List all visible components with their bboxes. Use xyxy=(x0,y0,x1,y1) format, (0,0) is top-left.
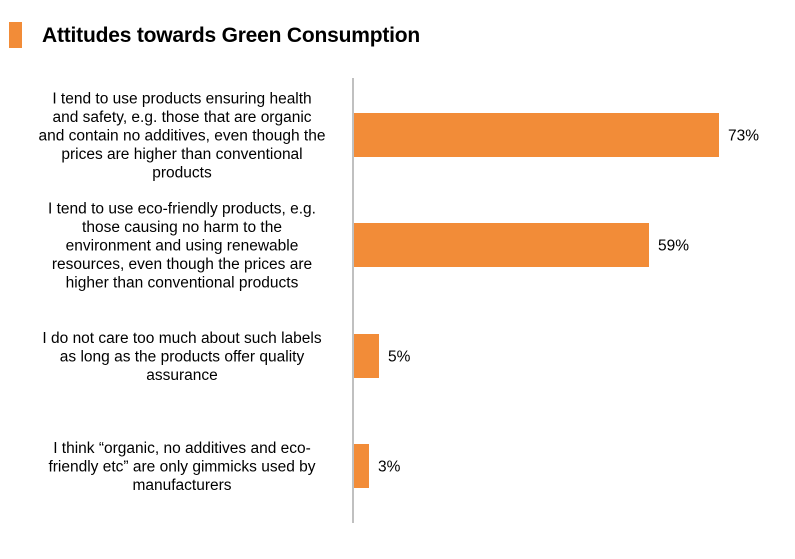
category-label-line: I tend to use eco-friendly products, e.g… xyxy=(48,201,316,218)
category-label-line: I tend to use products ensuring health xyxy=(52,91,311,108)
category-label-1: I tend to use eco-friendly products, e.g… xyxy=(48,201,316,292)
value-label-3: 3% xyxy=(378,459,401,476)
value-label-2: 5% xyxy=(388,349,411,366)
category-label-2: I do not care too much about such labels… xyxy=(42,330,321,384)
category-label-3: I think “organic, no additives and eco-f… xyxy=(48,440,315,494)
category-label-line: I do not care too much about such labels xyxy=(42,330,321,347)
category-label-line: prices are higher than conventional xyxy=(61,146,302,163)
title-marker xyxy=(9,22,22,48)
category-label-line: I think “organic, no additives and eco- xyxy=(53,440,311,457)
category-label-line: assurance xyxy=(146,367,218,384)
value-label-1: 59% xyxy=(658,238,689,255)
category-label-line: as long as the products offer quality xyxy=(60,349,305,366)
category-label-0: I tend to use products ensuring health an… xyxy=(39,91,326,182)
bar-2 xyxy=(354,334,379,378)
category-label-line: environment and using renewable xyxy=(66,238,299,255)
category-label-line: manufacturers xyxy=(132,477,231,494)
category-label-line: and safety, e.g. those that are organic xyxy=(52,109,311,126)
category-label-line: friendly etc” are only gimmicks used by xyxy=(48,459,315,476)
category-label-line: resources, even though the prices are xyxy=(52,256,312,273)
category-label-line: and contain no additives, even though th… xyxy=(39,128,326,145)
category-label-line: products xyxy=(152,165,212,182)
bar-1 xyxy=(354,223,649,267)
bar-3 xyxy=(354,444,369,488)
category-label-line: those causing no harm to the xyxy=(82,219,282,236)
chart-title: Attitudes towards Green Consumption xyxy=(42,24,421,47)
value-label-0: 73% xyxy=(728,128,759,145)
category-label-line: higher than conventional products xyxy=(66,275,299,292)
bar-0 xyxy=(354,113,719,157)
